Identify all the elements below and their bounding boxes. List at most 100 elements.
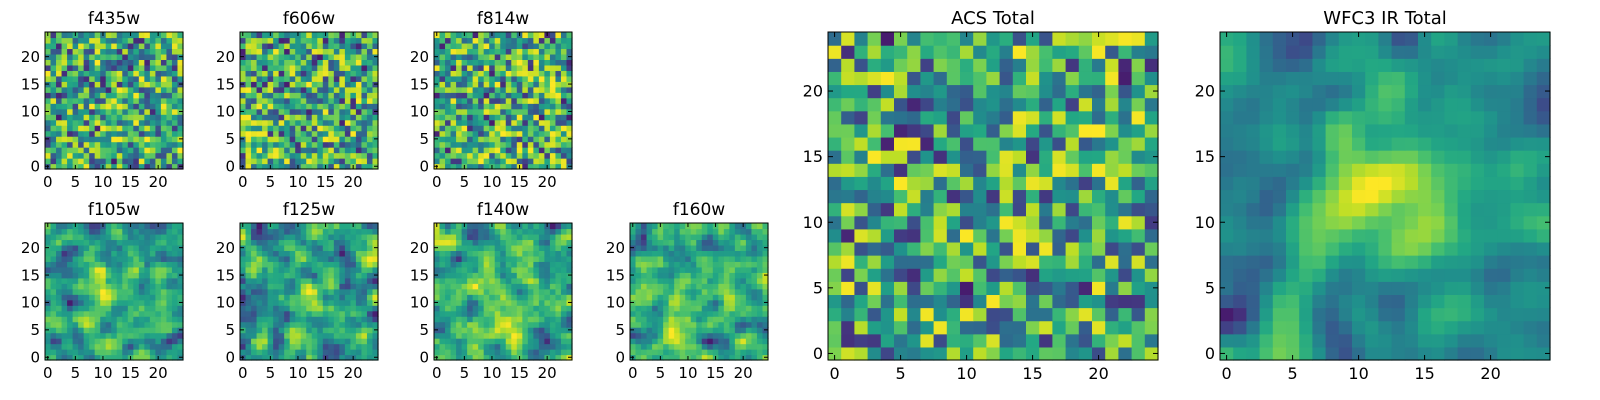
heatmap-cell	[549, 81, 557, 88]
heatmap-cell	[45, 103, 52, 110]
heatmap-cell	[533, 75, 540, 82]
heatmap-cell	[67, 321, 74, 328]
heatmap-cell	[566, 223, 573, 230]
heatmap-cell	[663, 255, 670, 262]
heatmap-cell	[100, 64, 107, 71]
heatmap-cell	[245, 75, 252, 82]
heatmap-cell	[522, 244, 529, 251]
heatmap-cell	[527, 158, 534, 165]
heatmap-cell	[306, 288, 313, 295]
heatmap-cell	[344, 136, 351, 143]
heatmap-cell	[240, 283, 247, 290]
heatmap-cell	[333, 272, 340, 279]
heatmap-cell	[339, 305, 346, 312]
heatmap-cell	[78, 327, 85, 334]
heatmap-cell	[663, 223, 670, 230]
heatmap-cell	[133, 233, 140, 241]
heatmap-cell	[690, 354, 697, 361]
heatmap-cell	[456, 42, 463, 50]
heatmap-cell	[500, 103, 507, 110]
heatmap-cell	[522, 103, 529, 110]
heatmap-cell	[273, 261, 280, 268]
heatmap-cell	[527, 239, 534, 246]
heatmap-cell	[56, 332, 63, 339]
heatmap-cell	[311, 277, 318, 284]
heatmap-cell	[366, 332, 374, 339]
heatmap-cell	[472, 294, 479, 301]
heatmap-cell	[657, 349, 664, 356]
heatmap-cell	[171, 130, 179, 137]
heatmap-cell	[723, 277, 730, 284]
heatmap-cell	[245, 354, 252, 361]
heatmap-cell	[133, 141, 140, 148]
heatmap-cell	[696, 343, 703, 350]
heatmap-cell	[171, 152, 179, 159]
heatmap-cell	[533, 103, 540, 110]
heatmap-cell	[138, 59, 145, 66]
heatmap-cell	[56, 349, 63, 356]
heatmap-cell	[372, 250, 379, 257]
heatmap-cell	[317, 288, 324, 295]
heatmap-cell	[718, 266, 725, 273]
heatmap-cell	[344, 158, 351, 165]
heatmap-cell	[50, 81, 57, 88]
heatmap-cell	[273, 239, 280, 246]
heatmap-cell	[630, 288, 637, 295]
heatmap-cell	[50, 48, 57, 55]
heatmap-cell	[723, 332, 730, 339]
heatmap-cell	[83, 103, 90, 110]
y-tick-label: 0	[30, 158, 40, 176]
heatmap-cell	[339, 136, 346, 143]
heatmap-cell	[372, 125, 379, 132]
heatmap-cell	[160, 114, 168, 121]
heatmap-cell	[511, 294, 518, 301]
heatmap-cell	[273, 223, 280, 230]
heatmap-cell	[456, 244, 463, 251]
heatmap-cell	[262, 233, 269, 241]
heatmap-cell	[445, 223, 452, 230]
heatmap-cell	[251, 103, 258, 110]
heatmap-cell	[566, 343, 573, 350]
heatmap-cell	[138, 141, 145, 148]
heatmap-cell	[122, 272, 129, 279]
heatmap-cell	[166, 316, 173, 323]
heatmap-cell	[67, 152, 74, 159]
heatmap-cell	[652, 266, 659, 273]
heatmap-cell	[372, 70, 379, 77]
heatmap-cell	[171, 250, 179, 257]
heatmap-cell	[467, 158, 474, 165]
heatmap-cell	[434, 141, 441, 148]
heatmap-cell	[511, 255, 518, 262]
heatmap-cell	[149, 294, 156, 301]
heatmap-cell	[478, 119, 485, 126]
heatmap-cell	[854, 241, 869, 256]
heatmap-cell	[439, 338, 446, 345]
heatmap-cell	[311, 130, 318, 137]
heatmap-cell	[511, 277, 518, 284]
heatmap-cell	[322, 37, 329, 44]
heatmap-cell	[133, 32, 140, 39]
heatmap-cell	[127, 310, 134, 317]
heatmap-cell	[262, 338, 269, 345]
heatmap-cell	[166, 81, 173, 88]
heatmap-cell	[372, 283, 379, 290]
heatmap-cell	[50, 53, 57, 60]
heatmap-cell	[149, 332, 156, 339]
heatmap-cell	[467, 310, 474, 317]
heatmap-cell	[456, 92, 463, 99]
heatmap-cell	[549, 141, 557, 148]
heatmap-cell	[350, 108, 357, 115]
heatmap-cell	[171, 283, 179, 290]
heatmap-cell	[289, 288, 296, 295]
heatmap-cell	[61, 250, 68, 257]
heatmap-cell	[544, 305, 551, 312]
heatmap-cell	[256, 32, 263, 39]
heatmap-cell	[657, 277, 664, 284]
heatmap-cell	[289, 239, 296, 246]
heatmap-cell	[155, 272, 162, 279]
heatmap-cell	[740, 244, 747, 251]
heatmap-cell	[986, 189, 1001, 204]
heatmap-cell	[751, 305, 758, 312]
heatmap-cell	[361, 141, 368, 148]
heatmap-cell	[278, 42, 285, 50]
